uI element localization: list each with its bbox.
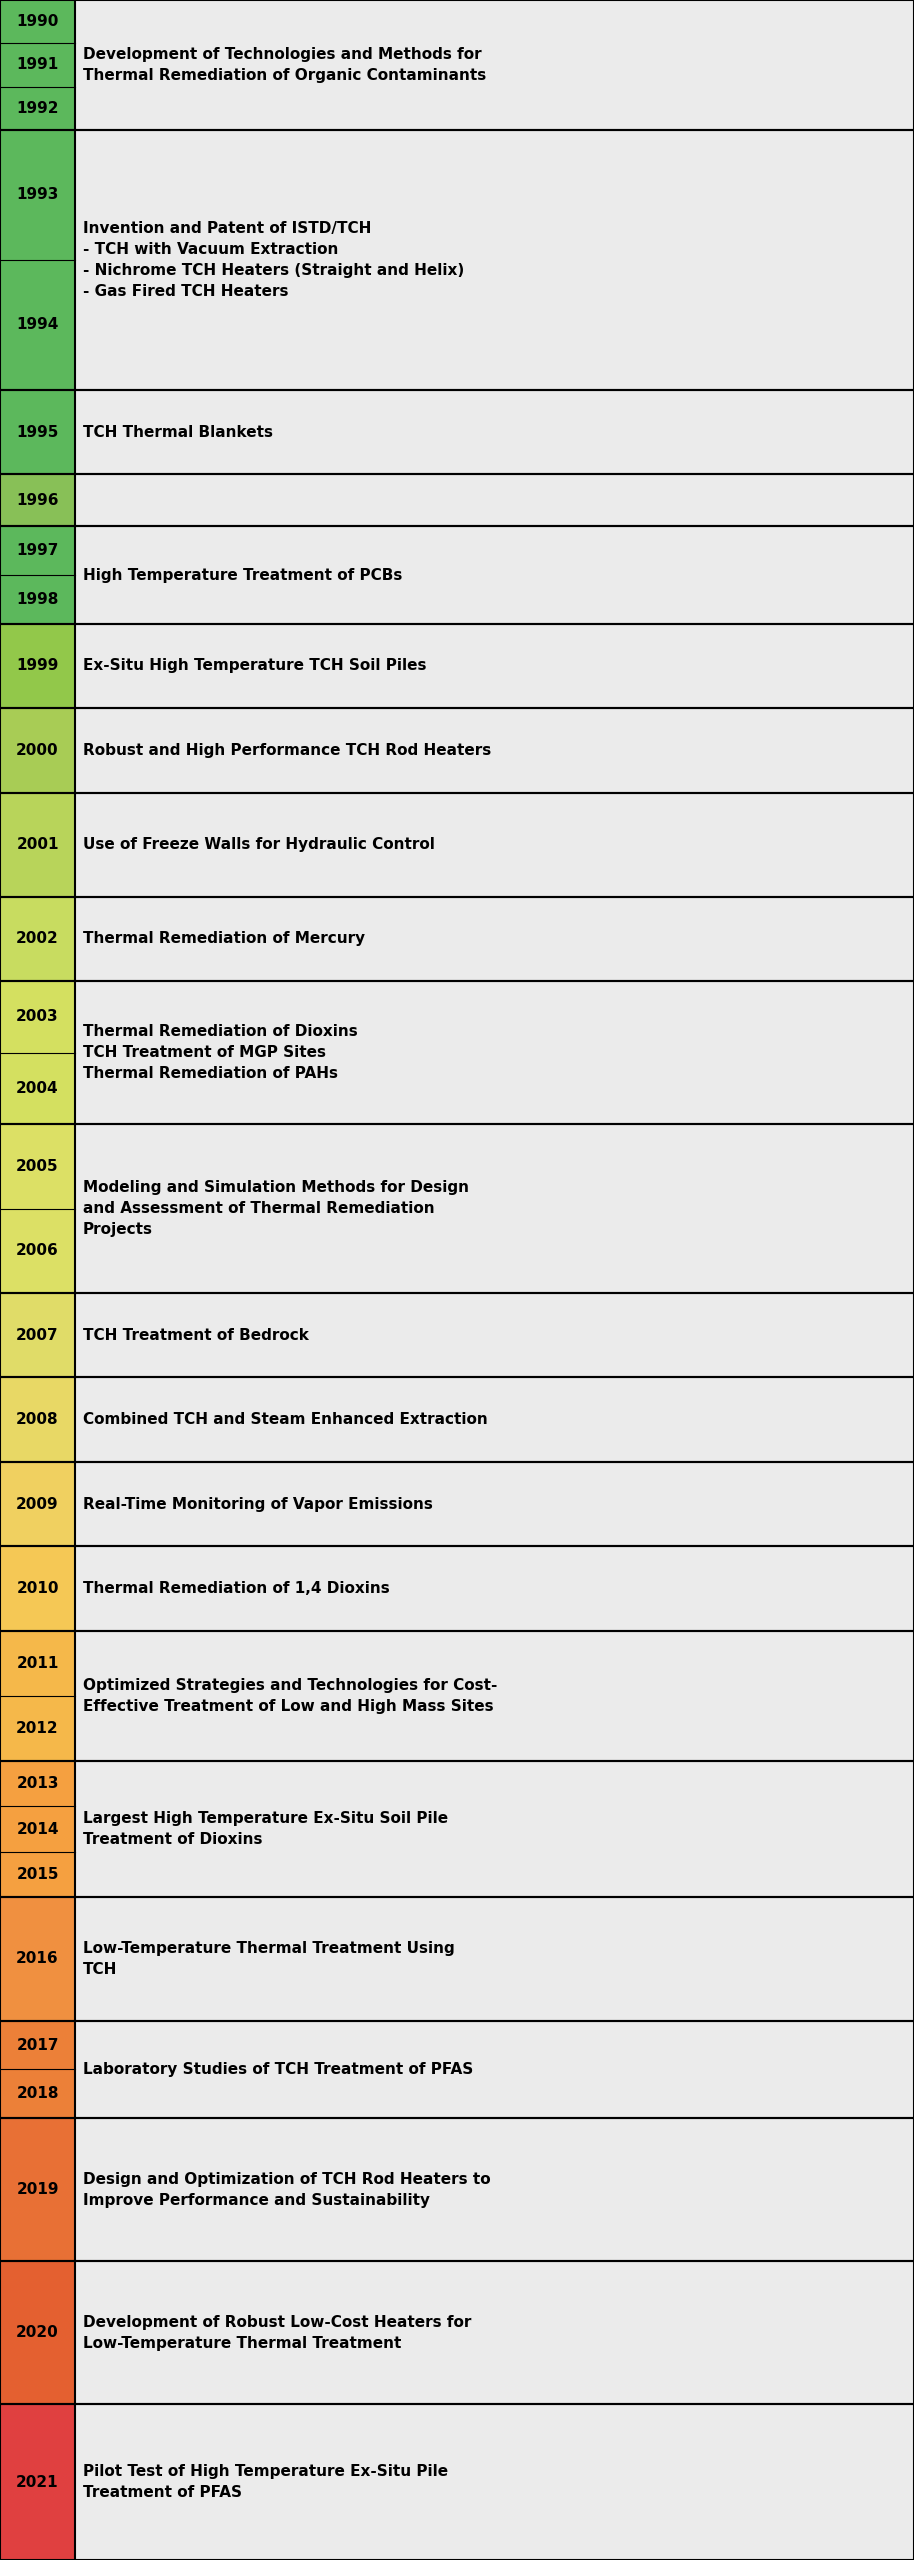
- Bar: [75, 1546, 914, 1631]
- Bar: [75, 2020, 914, 2117]
- Text: Combined TCH and Steam Enhanced Extraction: Combined TCH and Steam Enhanced Extracti…: [83, 1413, 488, 1426]
- Text: 2001: 2001: [16, 837, 58, 852]
- Bar: [75, 794, 914, 896]
- Bar: [0, 1124, 75, 1293]
- Bar: [75, 2260, 914, 2404]
- Bar: [0, 709, 75, 794]
- Text: 1996: 1996: [16, 494, 58, 507]
- Text: 2011: 2011: [16, 1656, 58, 1672]
- Text: 2003: 2003: [16, 1009, 58, 1024]
- Text: Design and Optimization of TCH Rod Heaters to
Improve Performance and Sustainabi: Design and Optimization of TCH Rod Heate…: [83, 2171, 491, 2207]
- Bar: [75, 389, 914, 474]
- Bar: [0, 2020, 75, 2117]
- Text: 2008: 2008: [16, 1413, 58, 1426]
- Bar: [75, 1293, 914, 1377]
- Text: 1990: 1990: [16, 15, 58, 28]
- Text: 1994: 1994: [16, 317, 58, 333]
- Text: Laboratory Studies of TCH Treatment of PFAS: Laboratory Studies of TCH Treatment of P…: [83, 2061, 473, 2076]
- Bar: [75, 0, 914, 131]
- Bar: [0, 389, 75, 474]
- Text: 2015: 2015: [16, 1866, 58, 1882]
- Text: 2013: 2013: [16, 1777, 58, 1792]
- Text: 1992: 1992: [16, 100, 58, 115]
- Bar: [75, 1377, 914, 1462]
- Bar: [75, 1631, 914, 1761]
- Text: Development of Technologies and Methods for
Thermal Remediation of Organic Conta: Development of Technologies and Methods …: [83, 46, 486, 82]
- Bar: [75, 474, 914, 527]
- Text: Modeling and Simulation Methods for Design
and Assessment of Thermal Remediation: Modeling and Simulation Methods for Desi…: [83, 1180, 469, 1236]
- Text: 2009: 2009: [16, 1498, 58, 1510]
- Text: Low-Temperature Thermal Treatment Using
TCH: Low-Temperature Thermal Treatment Using …: [83, 1940, 455, 1976]
- Text: 2016: 2016: [16, 1951, 58, 1966]
- Text: 2012: 2012: [16, 1720, 58, 1736]
- Bar: [0, 1761, 75, 1897]
- Bar: [0, 0, 75, 131]
- Bar: [0, 980, 75, 1124]
- Text: Thermal Remediation of 1,4 Dioxins: Thermal Remediation of 1,4 Dioxins: [83, 1582, 389, 1595]
- Bar: [0, 625, 75, 709]
- Bar: [0, 1897, 75, 2020]
- Text: 2006: 2006: [16, 1244, 58, 1260]
- Text: 2017: 2017: [16, 2038, 58, 2053]
- Text: 1991: 1991: [16, 56, 58, 72]
- Text: 2005: 2005: [16, 1160, 58, 1175]
- Text: Invention and Patent of ISTD/TCH
- TCH with Vacuum Extraction
- Nichrome TCH Hea: Invention and Patent of ISTD/TCH - TCH w…: [83, 220, 464, 300]
- Text: 2021: 2021: [16, 2476, 58, 2488]
- Bar: [75, 131, 914, 389]
- Text: Development of Robust Low-Cost Heaters for
Low-Temperature Thermal Treatment: Development of Robust Low-Cost Heaters f…: [83, 2314, 472, 2350]
- Bar: [75, 709, 914, 794]
- Text: 1993: 1993: [16, 187, 58, 202]
- Bar: [75, 896, 914, 980]
- Text: 1995: 1995: [16, 425, 58, 440]
- Bar: [75, 1897, 914, 2020]
- Text: Use of Freeze Walls for Hydraulic Control: Use of Freeze Walls for Hydraulic Contro…: [83, 837, 435, 852]
- Text: 2010: 2010: [16, 1582, 58, 1595]
- Bar: [0, 527, 75, 625]
- Text: High Temperature Treatment of PCBs: High Temperature Treatment of PCBs: [83, 568, 402, 584]
- Bar: [75, 625, 914, 709]
- Text: 1999: 1999: [16, 658, 58, 673]
- Bar: [0, 2260, 75, 2404]
- Text: 1998: 1998: [16, 591, 58, 607]
- Text: 2004: 2004: [16, 1080, 58, 1096]
- Bar: [0, 1631, 75, 1761]
- Bar: [75, 527, 914, 625]
- Bar: [0, 896, 75, 980]
- Text: Optimized Strategies and Technologies for Cost-
Effective Treatment of Low and H: Optimized Strategies and Technologies fo…: [83, 1677, 497, 1713]
- Text: Thermal Remediation of Mercury: Thermal Remediation of Mercury: [83, 932, 365, 947]
- Bar: [75, 1124, 914, 1293]
- Text: 2018: 2018: [16, 2086, 58, 2102]
- Text: Real-Time Monitoring of Vapor Emissions: Real-Time Monitoring of Vapor Emissions: [83, 1498, 433, 1510]
- Text: 2020: 2020: [16, 2324, 58, 2340]
- Bar: [0, 1546, 75, 1631]
- Text: TCH Thermal Blankets: TCH Thermal Blankets: [83, 425, 273, 440]
- Bar: [0, 1462, 75, 1546]
- Bar: [0, 474, 75, 527]
- Text: 1997: 1997: [16, 543, 58, 558]
- Text: 2019: 2019: [16, 2181, 58, 2196]
- Text: TCH Treatment of Bedrock: TCH Treatment of Bedrock: [83, 1329, 309, 1344]
- Bar: [0, 794, 75, 896]
- Text: Largest High Temperature Ex-Situ Soil Pile
Treatment of Dioxins: Largest High Temperature Ex-Situ Soil Pi…: [83, 1810, 448, 1846]
- Text: Thermal Remediation of Dioxins
TCH Treatment of MGP Sites
Thermal Remediation of: Thermal Remediation of Dioxins TCH Treat…: [83, 1024, 357, 1080]
- Bar: [75, 1761, 914, 1897]
- Bar: [75, 2404, 914, 2560]
- Bar: [0, 1293, 75, 1377]
- Bar: [0, 2404, 75, 2560]
- Bar: [75, 980, 914, 1124]
- Text: 2007: 2007: [16, 1329, 58, 1344]
- Bar: [0, 2117, 75, 2260]
- Text: 2014: 2014: [16, 1823, 58, 1836]
- Text: Robust and High Performance TCH Rod Heaters: Robust and High Performance TCH Rod Heat…: [83, 742, 491, 758]
- Bar: [75, 1462, 914, 1546]
- Text: Pilot Test of High Temperature Ex-Situ Pile
Treatment of PFAS: Pilot Test of High Temperature Ex-Situ P…: [83, 2465, 448, 2501]
- Bar: [0, 131, 75, 389]
- Bar: [75, 2117, 914, 2260]
- Text: 2000: 2000: [16, 742, 58, 758]
- Text: Ex-Situ High Temperature TCH Soil Piles: Ex-Situ High Temperature TCH Soil Piles: [83, 658, 427, 673]
- Text: 2002: 2002: [16, 932, 58, 947]
- Bar: [0, 1377, 75, 1462]
